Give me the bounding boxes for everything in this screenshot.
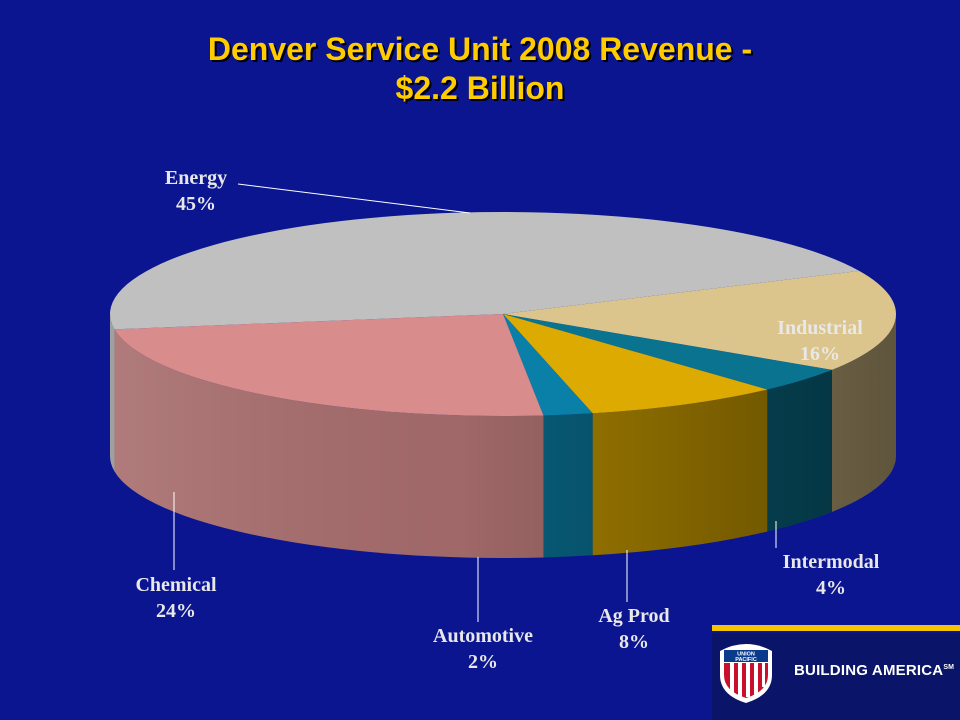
slice-labels: Energy 45% Industrial 16% Intermodal 4% Ag Pro… bbox=[135, 167, 879, 673]
logo-text-line-2: PACIFIC bbox=[735, 657, 757, 663]
pie-slice-energy bbox=[109, 211, 860, 330]
slice-label-intermodal: Intermodal bbox=[783, 551, 880, 573]
slice-value-industrial: 16% bbox=[800, 343, 840, 365]
slice-label-industrial: Industrial bbox=[777, 317, 863, 339]
slice-label-chemical: Chemical bbox=[135, 574, 217, 596]
chart-title-line-2: $2.2 Billion bbox=[395, 70, 565, 106]
brand-tagline: BUILDING AMERICASM bbox=[794, 662, 954, 679]
pie-rim bbox=[110, 314, 896, 558]
footer-accent-band bbox=[712, 625, 960, 631]
logo-text-line-1: UNION bbox=[737, 652, 755, 658]
slice-label-automotive: Automotive bbox=[433, 625, 533, 647]
union-pacific-shield-logo: UNION PACIFIC bbox=[720, 644, 772, 703]
pie-slice-intermodal bbox=[503, 314, 832, 390]
slice-value-chemical: 24% bbox=[156, 600, 196, 622]
leader-line-energy bbox=[237, 183, 471, 214]
brand-tagline-text: BUILDING AMERICA bbox=[794, 662, 944, 679]
pie-slice-ag-prod bbox=[503, 314, 768, 414]
label-leader-lines bbox=[173, 183, 777, 622]
pie-side-shading bbox=[110, 314, 896, 558]
slice-label-ag-prod: Ag Prod bbox=[598, 605, 669, 627]
slice-value-intermodal: 4% bbox=[816, 577, 846, 599]
pie-top bbox=[109, 211, 897, 416]
chart-title-line-1: Denver Service Unit 2008 Revenue - bbox=[207, 31, 753, 67]
service-mark: SM bbox=[943, 664, 955, 671]
slice-value-automotive: 2% bbox=[468, 651, 498, 673]
slice-value-ag-prod: 8% bbox=[619, 631, 649, 653]
pie-slice-chemical bbox=[114, 314, 544, 416]
pie-slice-industrial bbox=[503, 270, 897, 370]
pie-slice-automotive bbox=[503, 314, 593, 416]
slice-value-energy: 45% bbox=[176, 193, 216, 215]
chart-title: Denver Service Unit 2008 Revenue - $2.2 … bbox=[0, 30, 960, 108]
slice-label-energy: Energy bbox=[165, 167, 227, 189]
